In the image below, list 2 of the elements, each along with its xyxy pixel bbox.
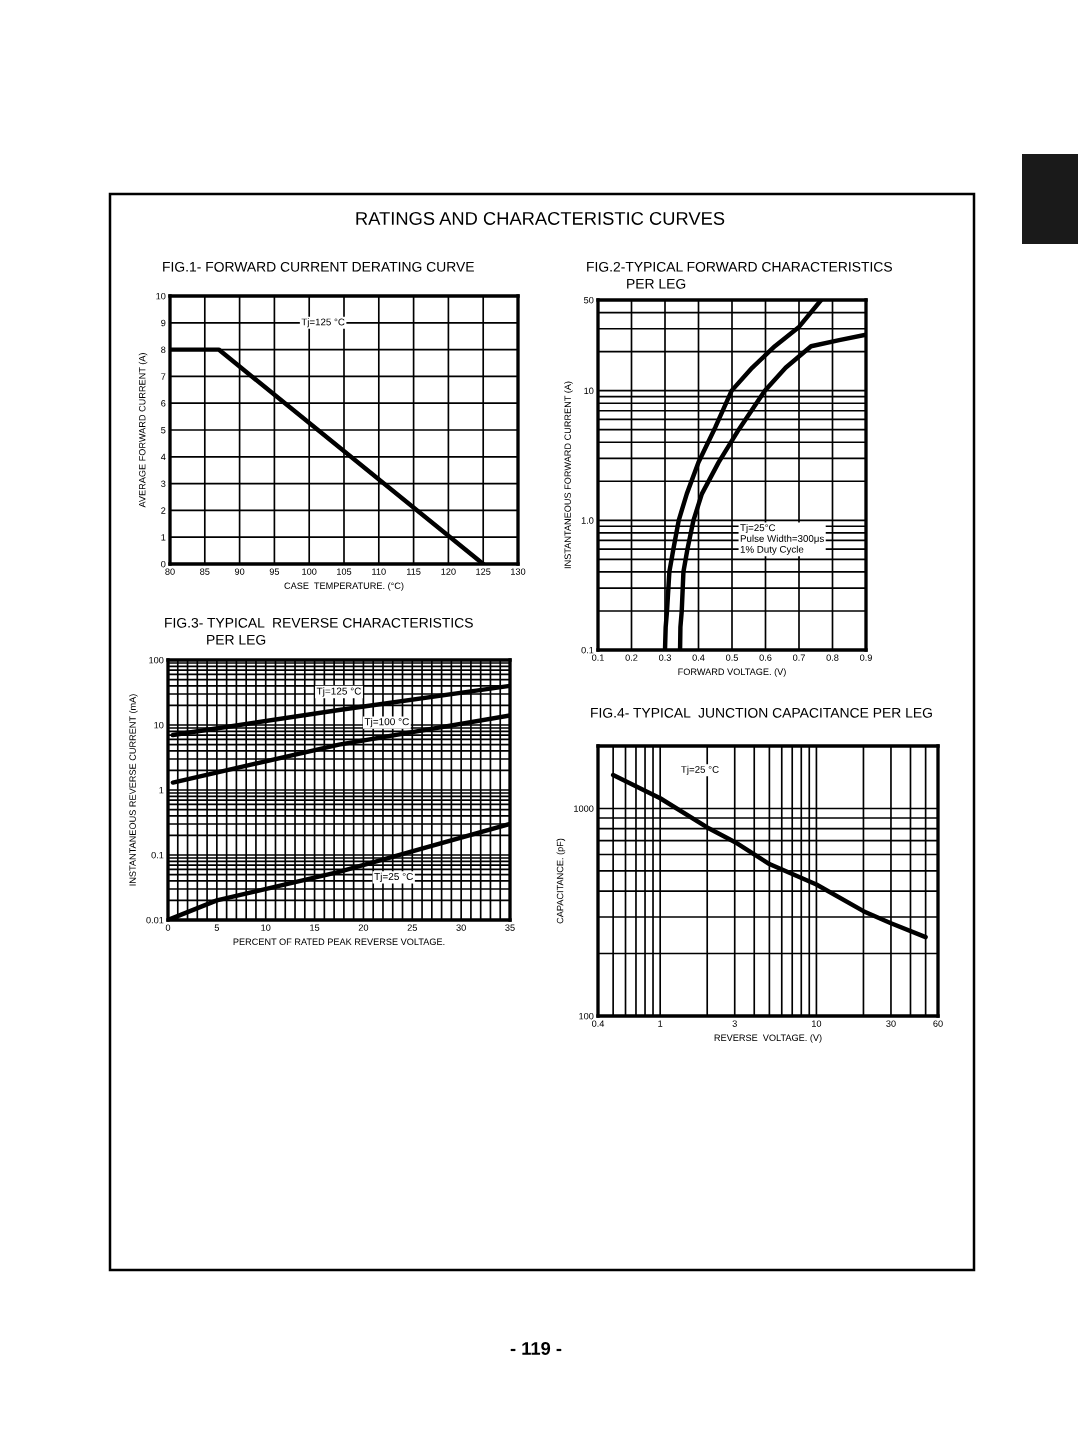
text: RATINGS AND CHARACTERISTIC CURVES (356, 211, 725, 225)
text: - 119 - (510, 1341, 562, 1355)
